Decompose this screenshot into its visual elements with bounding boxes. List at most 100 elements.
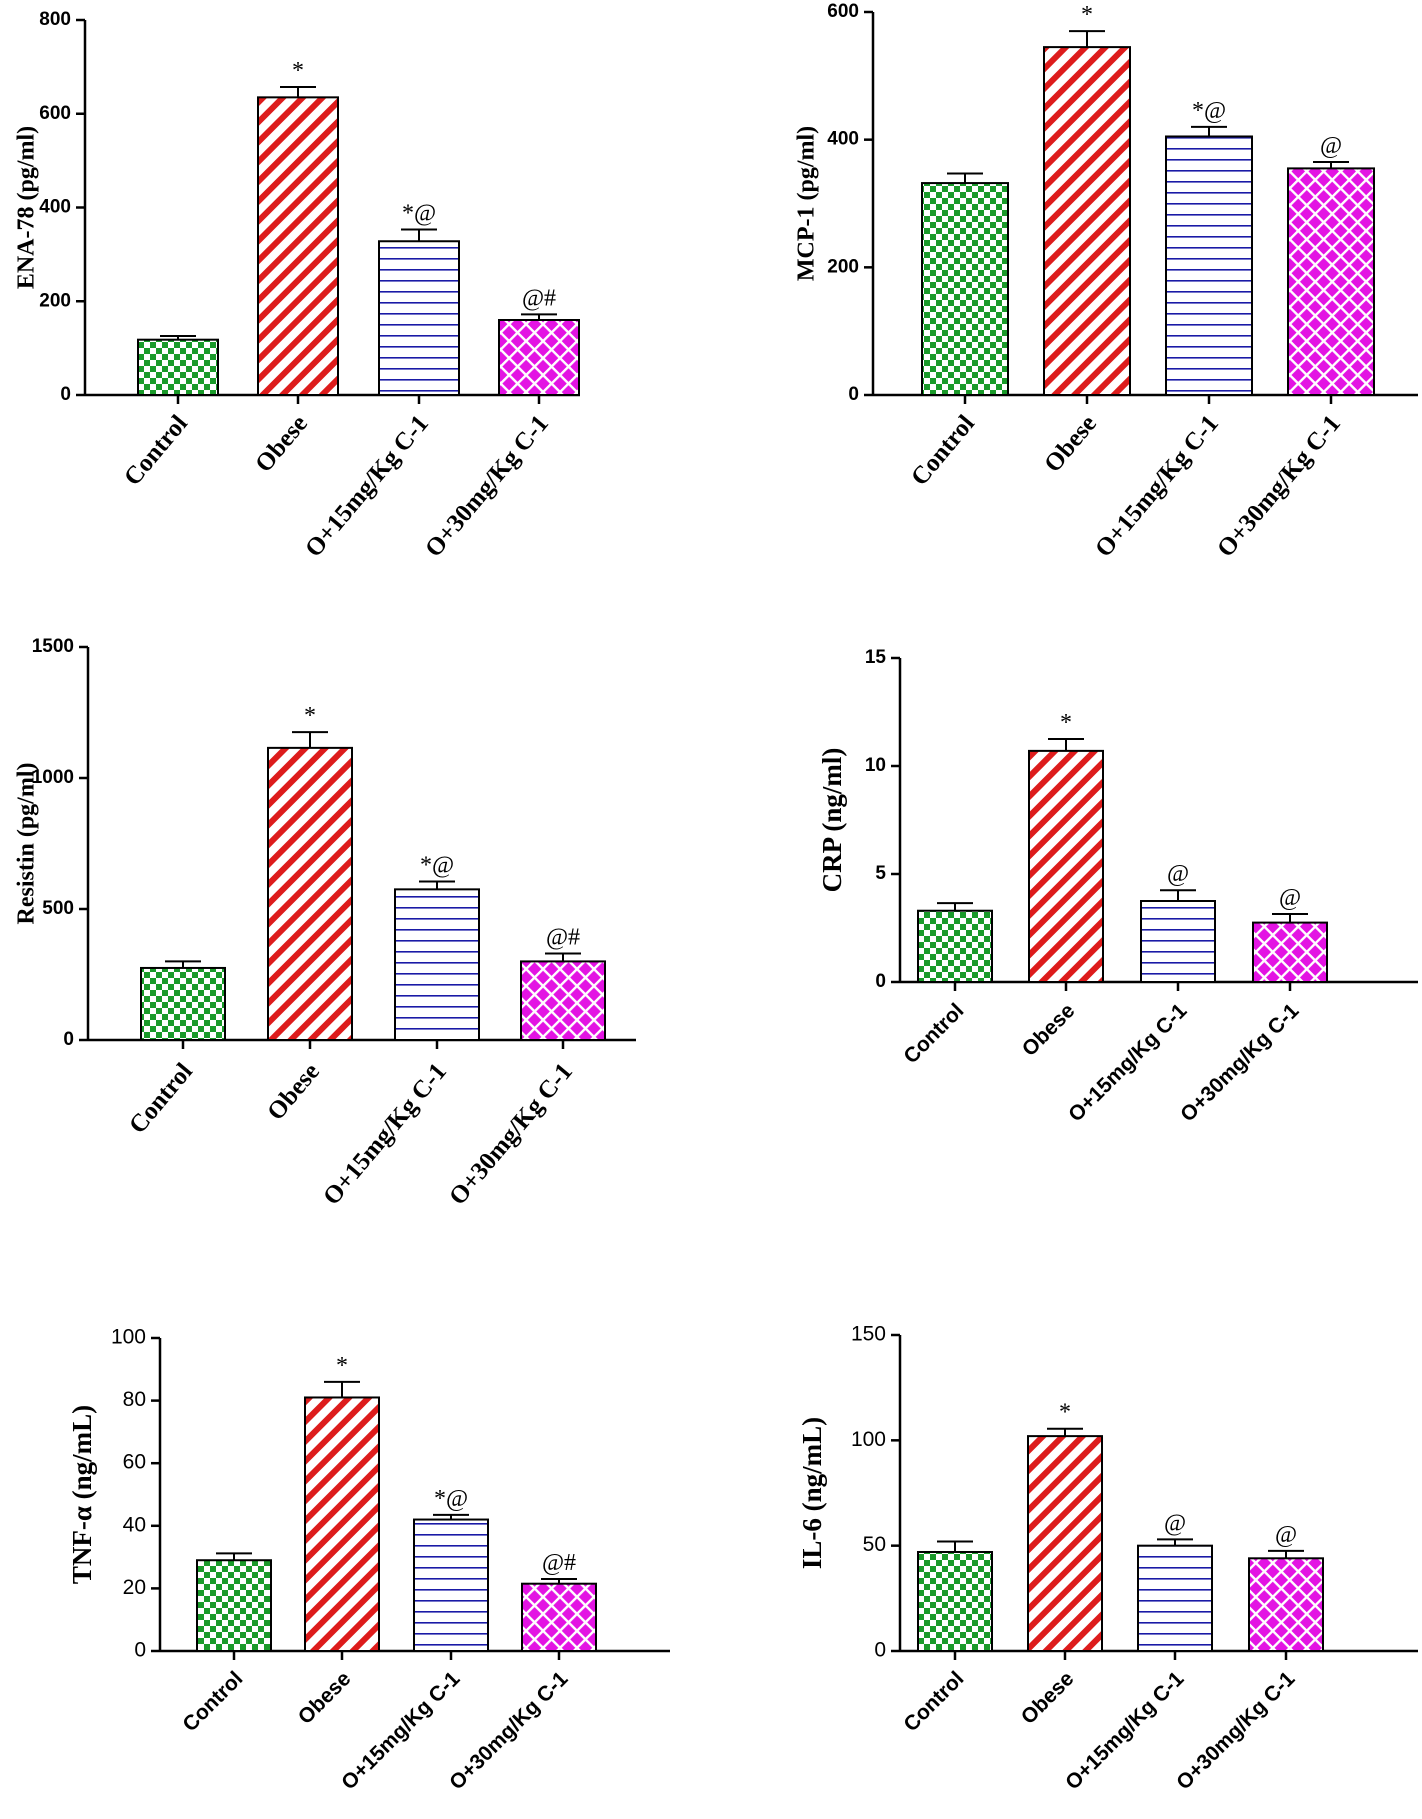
- y-tick-label: 10: [865, 755, 886, 776]
- category-label: Obese: [294, 1667, 356, 1729]
- y-tick-label: 200: [827, 256, 859, 277]
- significance-marker: *@: [402, 201, 436, 227]
- significance-marker: *: [1060, 710, 1072, 736]
- bar-o30: [522, 1583, 596, 1651]
- bar-obese: [1029, 750, 1103, 982]
- panel-il6: 0 50 100 150 IL-6 (ng/mL) Control * Obese @ O+15m…: [797, 1323, 1418, 1794]
- significance-marker: @: [1279, 885, 1301, 911]
- bar-control: [197, 1560, 271, 1651]
- category-label: Control: [899, 1667, 968, 1736]
- y-tick-label: 40: [123, 1513, 146, 1536]
- category-label: Control: [178, 1667, 247, 1736]
- y-tick-label: 0: [60, 384, 71, 405]
- significance-marker: *@: [1192, 98, 1226, 124]
- y-tick-label: 100: [851, 1428, 886, 1451]
- bar-o15: [1138, 1545, 1212, 1651]
- y-tick-label: 0: [63, 1029, 74, 1050]
- y-axis-label: ENA-78 (pg/ml): [14, 126, 40, 289]
- category-label: O+30mg/Kg C-1: [1172, 1667, 1299, 1794]
- y-tick-label: 0: [875, 971, 886, 992]
- y-tick-label: 15: [865, 647, 887, 668]
- category-label: O+30mg/Kg C-1: [444, 1058, 578, 1210]
- y-tick-label: 800: [39, 9, 71, 30]
- bar-control: [138, 339, 218, 395]
- bar-obese: [268, 747, 352, 1040]
- y-tick-label: 60: [123, 1451, 146, 1474]
- bar-obese: [305, 1397, 379, 1651]
- y-tick-label: 0: [848, 384, 859, 405]
- significance-marker: *@: [420, 852, 454, 878]
- category-label: Obese: [250, 410, 313, 477]
- significance-marker: *: [292, 58, 304, 84]
- y-tick-label: 150: [851, 1323, 886, 1346]
- y-tick-label: 5: [875, 863, 886, 884]
- category-label: O+15mg/Kg C-1: [337, 1667, 464, 1794]
- category-label: Control: [124, 1058, 198, 1139]
- category-label: O+15mg/Kg C-1: [1090, 410, 1224, 562]
- category-label: Obese: [1017, 1667, 1079, 1729]
- significance-marker: @#: [542, 1550, 576, 1576]
- bar-control: [918, 910, 992, 982]
- significance-marker: @: [1167, 861, 1189, 887]
- y-tick-label: 20: [123, 1576, 146, 1599]
- y-axis-label: TNF-α (ng/mL): [67, 1405, 97, 1584]
- category-label: O+15mg/Kg C-1: [318, 1058, 452, 1210]
- category-label: O+15mg/Kg C-1: [1064, 999, 1191, 1126]
- y-tick-label: 0: [874, 1639, 886, 1662]
- category-label: O+30mg/Kg C-1: [1212, 410, 1346, 562]
- category-label: Obese: [1018, 999, 1080, 1061]
- bar-o15: [1141, 901, 1215, 982]
- y-tick-label: 1500: [32, 636, 74, 657]
- bar-o30: [1253, 922, 1327, 982]
- y-axis-label: MCP-1 (pg/ml): [794, 126, 820, 281]
- y-tick-label: 400: [39, 197, 71, 218]
- y-axis-label: CRP (ng/ml): [817, 748, 847, 893]
- significance-marker: @: [1164, 1510, 1186, 1536]
- panel-crp: 0 5 10 15 CRP (ng/ml) Control * Obese @ O+15mg/Kg…: [817, 647, 1418, 1126]
- significance-marker: *: [336, 1353, 348, 1379]
- significance-marker: @#: [522, 285, 556, 311]
- y-tick-label: 600: [39, 103, 71, 124]
- significance-marker: @: [1320, 133, 1342, 159]
- category-label: Obese: [1039, 410, 1102, 477]
- bar-obese: [1028, 1436, 1102, 1651]
- panel-mcp1: 0 200 400 600 MCP-1 (pg/ml) Control * Obese *@ O+…: [794, 1, 1418, 562]
- significance-marker: *: [1081, 2, 1093, 28]
- bar-o30: [521, 961, 605, 1040]
- bar-o30: [1249, 1558, 1323, 1651]
- category-label: Obese: [262, 1058, 325, 1125]
- y-tick-label: 50: [863, 1533, 886, 1556]
- y-tick-label: 200: [39, 290, 71, 311]
- category-label: Control: [906, 410, 980, 491]
- y-tick-label: 100: [111, 1326, 146, 1349]
- panel-ena78: 0 200 400 600 800 ENA-78 (pg/ml) Control * Obese…: [14, 9, 580, 562]
- bar-o30: [1288, 168, 1374, 395]
- category-label: O+30mg/Kg C-1: [1176, 999, 1303, 1126]
- category-label: O+30mg/Kg C-1: [420, 410, 554, 562]
- significance-marker: *@: [434, 1486, 468, 1512]
- y-tick-label: 1000: [32, 767, 74, 788]
- bar-o15: [414, 1519, 488, 1651]
- bar-control: [918, 1551, 992, 1651]
- bar-obese: [1044, 47, 1130, 395]
- category-label: Control: [899, 999, 968, 1068]
- bar-control: [141, 967, 225, 1040]
- y-tick-label: 80: [123, 1388, 146, 1411]
- significance-marker: @#: [546, 925, 580, 951]
- category-label: Control: [119, 410, 193, 491]
- significance-marker: *: [1059, 1400, 1071, 1426]
- panel-tnf-alpha: 0 20 40 60 80 100 TNF-α (ng/mL) Control * Obese *@…: [67, 1326, 670, 1794]
- bar-o15: [379, 241, 459, 395]
- bar-o15: [1166, 136, 1252, 395]
- bar-o30: [499, 320, 579, 395]
- category-label: O+30mg/Kg C-1: [445, 1667, 572, 1794]
- y-axis-label: Resistin (pg/ml): [14, 763, 40, 925]
- bar-obese: [258, 97, 338, 395]
- y-tick-label: 400: [827, 129, 859, 150]
- y-axis-label: IL-6 (ng/mL): [797, 1417, 827, 1569]
- bar-control: [922, 183, 1008, 395]
- significance-marker: @: [1275, 1522, 1297, 1548]
- y-tick-label: 500: [42, 898, 74, 919]
- significance-marker: *: [304, 703, 316, 729]
